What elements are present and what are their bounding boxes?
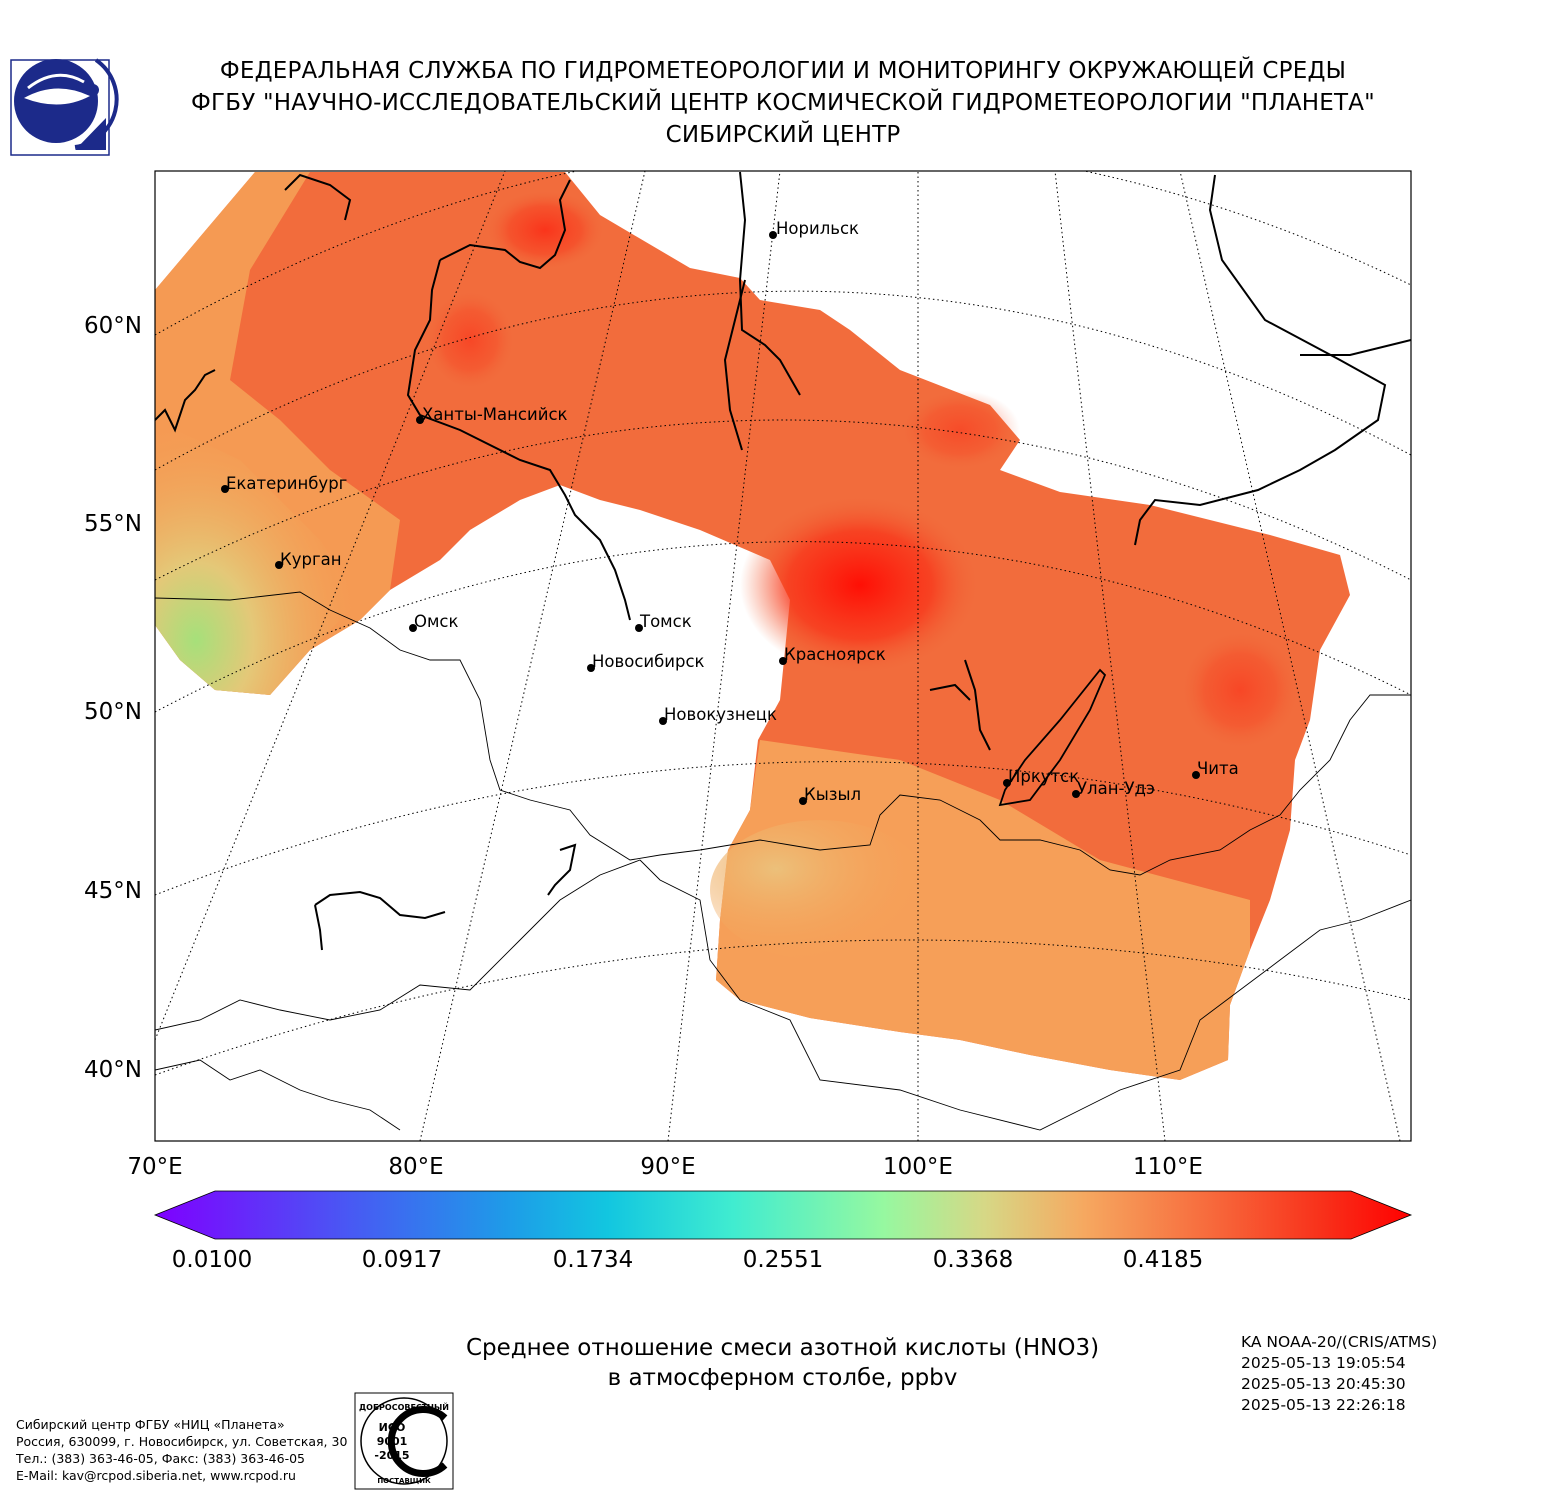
svg-text:Томск: Томск: [639, 612, 692, 631]
city-kurgan: Курган: [275, 550, 342, 569]
colorbar-tick-0: 0.0100: [172, 1247, 252, 1273]
svg-text:Ханты-Мансийск: Ханты-Мансийск: [422, 405, 568, 424]
header-line-2: ФГБУ "НАУЧНО-ИССЛЕДОВАТЕЛЬСКИЙ ЦЕНТР КОС…: [191, 90, 1375, 116]
iso-badge-top: ДОБРОСОВЕСТНЫЙ: [359, 1401, 449, 1412]
lon-label-90: 90°E: [640, 1154, 695, 1180]
lon-label-70: 70°E: [127, 1154, 182, 1180]
colorbar-tick-4: 0.3368: [933, 1247, 1013, 1273]
city-chita: Чита: [1192, 759, 1239, 779]
city-ulan-ude: Улан-Удэ: [1072, 779, 1155, 798]
lon-label-110: 110°E: [1133, 1154, 1203, 1180]
footer-email[interactable]: E-Mail: kav@rcpod.siberia.net, www.rcpod…: [16, 1468, 296, 1483]
map-frame: [154, 170, 1412, 1142]
svg-text:Иркутск: Иркутск: [1008, 767, 1079, 786]
colorbar-tick-1: 0.0917: [362, 1247, 442, 1273]
city-krasnoyarsk: Красноярск: [779, 645, 886, 665]
lon-label-100: 100°E: [883, 1154, 953, 1180]
city-yekaterinburg: Екатеринбург: [221, 474, 347, 493]
city-markers: Норильск Ханты-Мансийск Екатеринбург Кур…: [221, 219, 1239, 805]
svg-text:Улан-Удэ: Улан-Удэ: [1077, 779, 1155, 798]
map-coastlines: [155, 171, 1411, 951]
header-line-3: СИБИРСКИЙ ЦЕНТР: [665, 122, 901, 148]
svg-text:Новокузнецк: Новокузнецк: [664, 705, 777, 724]
lat-label-45: 45°N: [84, 878, 142, 904]
svg-text:Норильск: Норильск: [776, 219, 859, 238]
colorbar: 0.0100 0.0917 0.1734 0.2551 0.3368 0.418…: [153, 1190, 1413, 1273]
city-irkutsk: Иркутск: [1003, 767, 1079, 787]
iso-badge-bottom: ПОСТАВЩИК: [377, 1477, 431, 1485]
svg-text:Кызыл: Кызыл: [804, 785, 861, 804]
iso-badge-mid3: -2015: [374, 1449, 409, 1462]
graticule: [155, 171, 1411, 1141]
satellite-time-1: 2025-05-13 19:05:54: [1241, 1354, 1406, 1372]
city-khanty-mansiysk: Ханты-Мансийск: [416, 405, 568, 424]
svg-text:Омск: Омск: [414, 612, 459, 631]
satellite-time-2: 2025-05-13 20:45:30: [1241, 1375, 1406, 1393]
iso-badge-mid2: 9001: [377, 1435, 408, 1448]
planeta-logo: [10, 58, 119, 156]
map-title-line-2: в атмосферном столбе, ppbv: [607, 1365, 958, 1391]
svg-text:Чита: Чита: [1197, 759, 1239, 778]
footer-line-3: Тел.: (383) 363-46-05, Факс: (383) 363-4…: [16, 1451, 306, 1466]
map-data-field: [155, 172, 1350, 1080]
svg-text:Новосибирск: Новосибирск: [592, 652, 705, 671]
header-line-1: ФЕДЕРАЛЬНАЯ СЛУЖБА ПО ГИДРОМЕТЕОРОЛОГИИ …: [219, 58, 1347, 84]
lat-label-60: 60°N: [84, 313, 142, 339]
city-novokuznetsk: Новокузнецк: [659, 705, 777, 725]
map-borders: [155, 591, 1411, 1131]
map-title-line-1: Среднее отношение смеси азотной кислоты …: [465, 1335, 1100, 1361]
iso-badge-mid1: ИСО: [379, 1421, 406, 1434]
footer-line-1: Сибирский центр ФГБУ «НИЦ «Планета»: [16, 1417, 285, 1432]
satellite-time-3: 2025-05-13 22:26:18: [1241, 1396, 1406, 1414]
city-tomsk: Томск: [635, 612, 692, 632]
satellite-name: KA NOAA-20/(CRIS/ATMS): [1241, 1333, 1438, 1351]
colorbar-tick-3: 0.2551: [743, 1247, 823, 1273]
footer-line-2: Россия, 630099, г. Новосибирск, ул. Сове…: [16, 1434, 348, 1449]
lat-label-40: 40°N: [84, 1057, 142, 1083]
city-norilsk: Норильск: [769, 219, 859, 239]
city-novosibirsk: Новосибирск: [587, 652, 705, 672]
svg-text:Курган: Курган: [280, 550, 342, 569]
iso-badge: ДОБРОСОВЕСТНЫЙ ИСО 9001 -2015 ПОСТАВЩИК: [354, 1392, 454, 1490]
svg-text:Екатеринбург: Екатеринбург: [226, 474, 347, 493]
svg-text:Красноярск: Красноярск: [784, 645, 886, 664]
colorbar-tick-5: 0.4185: [1123, 1247, 1203, 1273]
lat-label-50: 50°N: [84, 699, 142, 725]
lat-label-55: 55°N: [84, 511, 142, 537]
colorbar-tick-labels: 0.0100 0.0917 0.1734 0.2551 0.3368 0.418…: [172, 1247, 1203, 1273]
city-omsk: Омск: [409, 612, 459, 632]
colorbar-tick-2: 0.1734: [553, 1247, 633, 1273]
city-kyzyl: Кызыл: [799, 785, 861, 805]
lon-label-80: 80°E: [388, 1154, 443, 1180]
